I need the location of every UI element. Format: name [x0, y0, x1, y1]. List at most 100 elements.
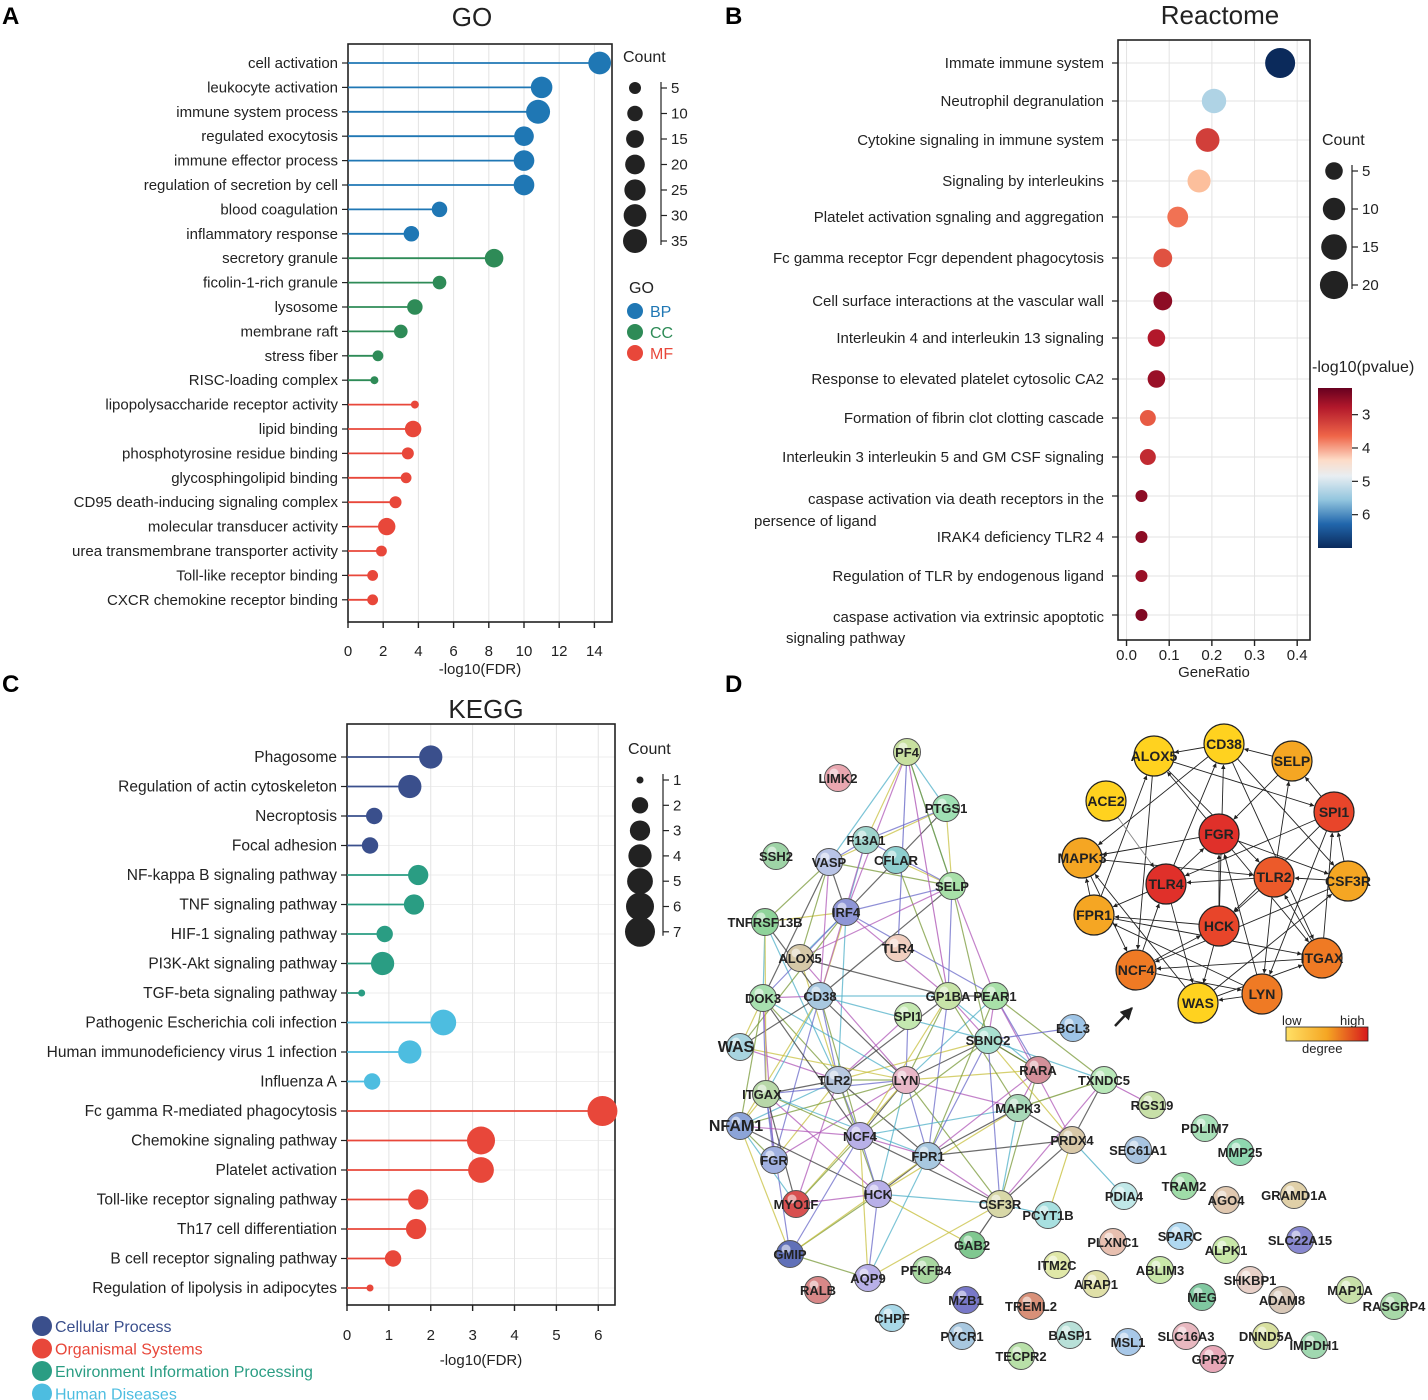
hub-edge — [1234, 889, 1260, 913]
term-label-chemokine-signaling-pathway: Chemokine signaling pathway — [131, 1133, 337, 1150]
term-label-tgf-beta-signaling-pathway: TGF-beta signaling pathway — [143, 985, 337, 1002]
size-legend-dot — [626, 130, 644, 148]
colorbar-tick-label: 4 — [1362, 440, 1370, 457]
network-edge — [895, 859, 949, 997]
node-label-tnfrsf13b: TNFRSF13B — [727, 915, 802, 930]
node-label-hck: HCK — [864, 1187, 893, 1202]
point-cell-surface-interactions-at-the-vascular-wall — [1153, 291, 1173, 311]
node-highlight — [1341, 1280, 1351, 1290]
term-label-human-immunodeficiency-virus-1-infection: Human immunodeficiency virus 1 infection — [47, 1044, 337, 1061]
term-label-regulation-of-lipolysis-in-adipocytes: Regulation of lipolysis in adipocytes — [92, 1280, 337, 1297]
network-edge — [905, 1079, 1019, 1109]
colorbar-tick-label: 3 — [1362, 407, 1370, 424]
plot-frame — [1117, 39, 1311, 641]
term-label-interleukin-4-and-interleukin-13-signaling: Interleukin 4 and interleukin 13 signali… — [836, 330, 1104, 347]
x-axis-label: -log10(FDR) — [440, 1352, 523, 1369]
hub-edge — [1336, 832, 1345, 862]
network-edge — [905, 995, 949, 1081]
node-label-sec61a1: SEC61A1 — [1109, 1143, 1167, 1158]
node-highlight — [809, 1280, 819, 1290]
hub-node-mapk3 — [1061, 837, 1103, 879]
node-label-spi1: SPI1 — [894, 1009, 922, 1024]
group-legend-label-cellular-process: Cellular Process — [55, 1319, 171, 1336]
network-edge — [765, 995, 821, 1095]
x-tick-label: 14 — [586, 643, 603, 660]
point-regulation-of-secretion-by-cell — [513, 174, 535, 196]
colorbar-title: -log10(pvalue) — [1312, 359, 1414, 376]
size-legend-label: 7 — [673, 924, 681, 941]
network-edge — [789, 1135, 861, 1255]
size-legend-label: 3 — [673, 823, 681, 840]
node-highlight — [757, 1084, 767, 1094]
degree-gradient — [1285, 1026, 1369, 1042]
network-edge — [765, 1093, 879, 1195]
kegg-chart: KEGG 0 1 2 3 4 5 6 -log10(FDR) Phagosome Regulatio… — [32, 694, 681, 1400]
node-label-map1a: MAP1A — [1327, 1283, 1373, 1298]
network-edge — [762, 861, 830, 999]
point-b-cell-receptor-signaling-pathway — [384, 1250, 402, 1267]
pointer-arrow — [1114, 1007, 1133, 1027]
network-edge — [799, 957, 907, 1081]
reactome-chart: Reactome 0.0 0.1 0.2 0.3 0.4 GeneRatio Immate i… — [754, 0, 1414, 681]
node-highlight — [1241, 1270, 1251, 1280]
node-highlight — [937, 798, 947, 808]
point-toll-like-receptor-binding — [367, 569, 379, 581]
hub-node-cd38 — [1203, 723, 1245, 765]
term-label-fc-gamma-r-mediated-phagocytosis: Fc gamma R-mediated phagocytosis — [85, 1103, 338, 1120]
network-edge — [865, 807, 947, 841]
network-edge — [845, 885, 953, 913]
node-highlight — [787, 1194, 797, 1204]
node-highlight — [1177, 1326, 1187, 1336]
node-label-ptgs1: PTGS1 — [925, 801, 968, 816]
size-legend-label: 15 — [1362, 239, 1379, 256]
network-edge — [762, 997, 861, 1137]
degree-title: degree — [1302, 1041, 1342, 1056]
network-edge — [867, 1203, 1001, 1279]
size-legend-label: 5 — [671, 80, 679, 97]
point-inflammatory-response — [403, 226, 420, 242]
hub-edge — [1231, 761, 1314, 940]
node-highlight — [1196, 1118, 1206, 1128]
x-tick-label: 2 — [379, 643, 387, 660]
size-legend-label: 5 — [1362, 163, 1370, 180]
hub-label-tlr4: TLR4 — [1149, 876, 1184, 892]
hub-edge — [1184, 819, 1316, 877]
hub-node-selp — [1271, 740, 1313, 782]
node-highlight — [1048, 1255, 1058, 1265]
size-legend-dot — [623, 204, 647, 227]
point-platelet-activation — [468, 1157, 494, 1183]
term-label-hif-1-signaling-pathway: HIF-1 signaling pathway — [171, 926, 338, 943]
term-label-phagosome: Phagosome — [254, 749, 337, 766]
node-label-ablim3: ABLIM3 — [1136, 1263, 1184, 1278]
term-label-secretory-granule: secretory granule — [222, 250, 338, 267]
hub-node-ncf4 — [1115, 949, 1157, 991]
node-highlight — [1175, 1176, 1185, 1186]
color-legend-label-mf: MF — [650, 346, 673, 363]
size-legend-label: 10 — [1362, 201, 1379, 218]
hub-node-was — [1177, 982, 1219, 1024]
term-label-regulated-exocytosis: regulated exocytosis — [201, 128, 338, 145]
hub-label-tlr2: TLR2 — [1257, 869, 1292, 885]
node-highlight — [1012, 1346, 1022, 1356]
hub-edge — [1233, 774, 1279, 820]
term-label-b-cell-receptor-signaling-pathway: B cell receptor signaling pathway — [110, 1251, 337, 1268]
x-tick-label: 0.4 — [1287, 647, 1308, 664]
network-edge — [828, 751, 908, 863]
size-legend-label: 6 — [673, 899, 681, 916]
hub-node-lyn — [1241, 973, 1283, 1015]
hub-edge — [1142, 903, 1160, 952]
node-highlight — [731, 1116, 741, 1126]
node-label-csf3r: CSF3R — [979, 1197, 1022, 1212]
network-edge — [927, 995, 949, 1157]
hub-label-alox5: ALOX5 — [1131, 748, 1178, 764]
node-highlight — [851, 1126, 861, 1136]
node-highlight — [781, 1244, 791, 1254]
term-label-caspase-activation-via-death-receptors-in-the-persence-of-ligand: caspase activation via death receptors i… — [754, 491, 1104, 530]
hub-label-csf3r: CSF3R — [1325, 873, 1371, 889]
point-blood-coagulation — [431, 201, 448, 218]
term-label-interleukin-3-interleukin-5-and-gm-csf-signaling: Interleukin 3 interleukin 5 and GM CSF s… — [782, 449, 1104, 466]
term-label-tnf-signaling-pathway: TNF signaling pathway — [179, 897, 337, 914]
term-label-glycosphingolipid-binding: glycosphingolipid binding — [171, 470, 338, 487]
node-highlight — [1193, 1287, 1203, 1297]
node-highlight — [829, 1070, 839, 1080]
